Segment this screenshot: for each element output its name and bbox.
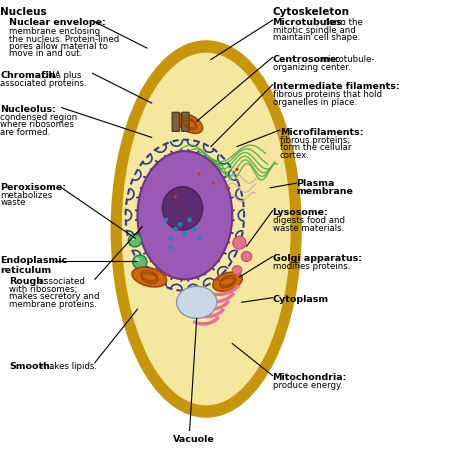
Ellipse shape (168, 236, 173, 240)
Text: cortex.: cortex. (280, 151, 310, 160)
Ellipse shape (226, 186, 229, 190)
Ellipse shape (178, 222, 182, 227)
FancyBboxPatch shape (182, 112, 189, 131)
Text: Chromatin:: Chromatin: (0, 71, 60, 80)
Text: condensed region: condensed region (0, 113, 78, 122)
Text: Endoplasmic: Endoplasmic (0, 256, 68, 266)
Text: Microfilaments:: Microfilaments: (280, 128, 363, 137)
Text: Mitochondria:: Mitochondria: (273, 373, 347, 382)
Ellipse shape (213, 272, 242, 291)
Ellipse shape (197, 236, 201, 240)
Ellipse shape (176, 286, 217, 318)
Ellipse shape (137, 151, 232, 279)
Ellipse shape (197, 173, 201, 176)
Text: the nucleus. Protein-lined: the nucleus. Protein-lined (9, 35, 120, 44)
Text: Lysosome:: Lysosome: (273, 208, 328, 218)
Ellipse shape (233, 236, 246, 249)
Ellipse shape (192, 227, 197, 231)
Text: makes lipids.: makes lipids. (38, 362, 97, 371)
Text: where ribosomes: where ribosomes (0, 120, 74, 130)
Text: fibrous proteins;: fibrous proteins; (280, 136, 350, 145)
Text: reticulum: reticulum (0, 266, 52, 275)
Ellipse shape (216, 278, 220, 281)
Text: microtubule-: microtubule- (317, 55, 374, 64)
FancyBboxPatch shape (172, 112, 180, 131)
Ellipse shape (133, 255, 147, 269)
Text: Centrosome:: Centrosome: (273, 55, 340, 64)
Text: pores allow material to: pores allow material to (9, 42, 109, 51)
Ellipse shape (187, 218, 192, 222)
Text: Cytoskeleton: Cytoskeleton (273, 7, 349, 17)
Text: Microtubules:: Microtubules: (273, 18, 346, 27)
Ellipse shape (132, 267, 167, 287)
Text: Cytoplasm: Cytoplasm (273, 295, 328, 305)
Ellipse shape (130, 236, 135, 240)
Text: waste: waste (0, 198, 26, 207)
Ellipse shape (164, 218, 168, 222)
Ellipse shape (162, 187, 203, 230)
Text: modifies proteins.: modifies proteins. (273, 262, 350, 271)
Ellipse shape (211, 181, 215, 185)
Ellipse shape (235, 168, 238, 171)
Text: move in and out.: move in and out. (9, 49, 83, 59)
Text: with ribosomes;: with ribosomes; (9, 285, 78, 294)
Text: form the: form the (323, 18, 363, 27)
Text: membrane: membrane (296, 187, 353, 196)
Text: Smooth:: Smooth: (9, 362, 54, 371)
Text: fibrous proteins that hold: fibrous proteins that hold (273, 90, 382, 99)
Text: maintain cell shape.: maintain cell shape. (273, 33, 360, 43)
Ellipse shape (128, 234, 142, 247)
Ellipse shape (168, 245, 173, 250)
Text: organizing center.: organizing center. (273, 63, 350, 72)
Text: Peroxisome:: Peroxisome: (0, 183, 66, 192)
Ellipse shape (182, 231, 187, 236)
Ellipse shape (135, 257, 140, 262)
Text: Plasma: Plasma (296, 179, 335, 188)
Text: digests food and: digests food and (273, 216, 345, 225)
Text: associated: associated (36, 277, 84, 286)
Text: DNA plus: DNA plus (39, 71, 82, 80)
Text: membrane proteins.: membrane proteins. (9, 300, 97, 309)
Text: mitotic spindle and: mitotic spindle and (273, 26, 356, 35)
Text: makes secretory and: makes secretory and (9, 292, 100, 301)
Text: form the cellular: form the cellular (280, 143, 351, 153)
Text: organelles in place.: organelles in place. (273, 98, 356, 107)
Text: waste materials.: waste materials. (273, 224, 344, 233)
Text: produce energy.: produce energy. (273, 381, 342, 390)
Text: associated proteins.: associated proteins. (0, 79, 87, 88)
Text: membrane enclosing: membrane enclosing (9, 27, 100, 37)
Ellipse shape (116, 46, 296, 412)
Text: metabolizes: metabolizes (0, 191, 53, 200)
Text: Intermediate filaments:: Intermediate filaments: (273, 82, 399, 92)
Ellipse shape (164, 273, 167, 276)
Ellipse shape (232, 266, 242, 275)
Text: Nucleolus:: Nucleolus: (0, 105, 56, 114)
Ellipse shape (177, 114, 202, 133)
Text: are formed.: are formed. (0, 128, 51, 137)
Ellipse shape (173, 227, 178, 231)
Ellipse shape (173, 195, 177, 199)
Text: Rough:: Rough: (9, 277, 47, 286)
Text: Vacuole: Vacuole (173, 435, 215, 444)
Text: Nuclear envelope:: Nuclear envelope: (9, 18, 106, 27)
Ellipse shape (241, 251, 252, 262)
Text: Nucleus: Nucleus (0, 7, 47, 17)
Text: Golgi apparatus:: Golgi apparatus: (273, 254, 362, 263)
